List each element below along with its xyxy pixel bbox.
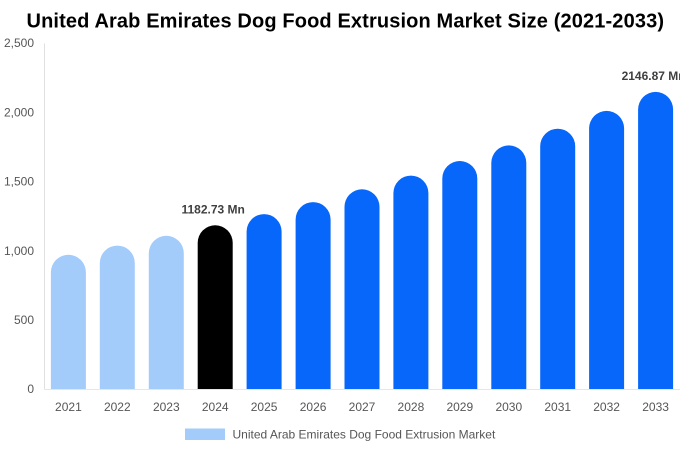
svg-text:2030: 2030 [495,400,522,414]
svg-text:2029: 2029 [446,400,473,414]
svg-text:2033: 2033 [642,400,669,414]
svg-text:2027: 2027 [349,400,376,414]
svg-text:2022: 2022 [104,400,131,414]
svg-text:2031: 2031 [544,400,571,414]
svg-text:2023: 2023 [153,400,180,414]
svg-text:2026: 2026 [300,400,327,414]
svg-text:2146.87 Mn: 2146.87 Mn [622,69,680,83]
svg-text:United Arab Emirates Dog Food: United Arab Emirates Dog Food Extrusion … [233,428,496,442]
svg-text:1182.73 Mn: 1182.73 Mn [182,203,245,217]
svg-text:2032: 2032 [593,400,620,414]
svg-text:1,500: 1,500 [4,175,34,189]
svg-text:2025: 2025 [251,400,278,414]
svg-text:2,500: 2,500 [4,36,34,50]
svg-text:500: 500 [14,313,34,327]
svg-text:United Arab Emirates Dog Food: United Arab Emirates Dog Food Extrusion … [27,11,665,33]
svg-text:2021: 2021 [55,400,82,414]
svg-text:2024: 2024 [202,400,229,414]
svg-text:0: 0 [27,382,34,396]
svg-text:2028: 2028 [398,400,425,414]
svg-text:2,000: 2,000 [4,105,34,119]
svg-text:1,000: 1,000 [4,244,34,258]
